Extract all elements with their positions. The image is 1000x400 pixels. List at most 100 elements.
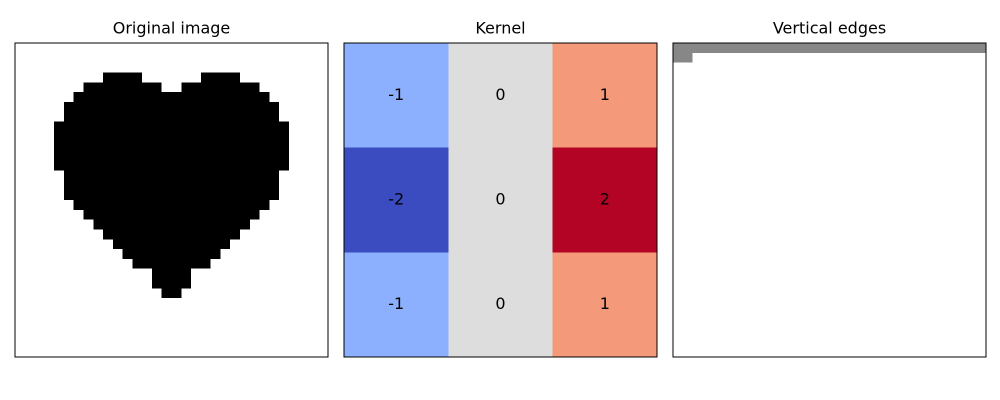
pixel xyxy=(191,229,202,240)
pixel xyxy=(937,92,948,103)
pixel xyxy=(191,150,202,162)
pixel xyxy=(103,141,114,152)
pixel xyxy=(269,160,280,171)
pixel xyxy=(673,209,684,220)
pixel xyxy=(132,219,143,230)
pixel xyxy=(151,72,163,83)
pixel xyxy=(731,327,742,338)
pixel xyxy=(142,258,153,269)
pixel xyxy=(259,200,270,211)
pixel xyxy=(103,317,114,328)
pixel xyxy=(103,72,114,83)
pixel xyxy=(809,52,821,63)
pixel xyxy=(673,219,684,230)
pixel xyxy=(132,278,143,289)
pixel xyxy=(142,268,153,279)
pixel xyxy=(692,200,703,211)
pixel xyxy=(780,268,791,279)
pixel xyxy=(917,101,928,112)
pixel xyxy=(888,52,899,63)
pixel xyxy=(239,170,251,181)
pixel xyxy=(702,43,713,54)
pixel xyxy=(24,347,35,358)
pixel xyxy=(83,111,94,122)
pixel xyxy=(63,131,74,142)
pixel xyxy=(34,62,45,73)
pixel xyxy=(122,229,133,240)
pixel xyxy=(132,72,143,83)
pixel xyxy=(819,219,830,230)
pixel xyxy=(103,219,114,230)
pixel xyxy=(937,288,948,299)
pixel xyxy=(93,180,104,191)
pixel xyxy=(946,268,957,279)
pixel xyxy=(24,62,35,73)
pixel xyxy=(878,307,889,319)
pixel xyxy=(751,268,762,279)
pixel xyxy=(288,200,299,211)
pixel xyxy=(112,337,123,348)
pixel xyxy=(122,121,133,132)
pixel xyxy=(269,62,280,73)
pixel xyxy=(800,160,811,171)
pixel xyxy=(741,229,752,240)
pixel xyxy=(839,239,850,250)
pixel xyxy=(731,190,742,201)
pixel xyxy=(790,347,801,358)
pixel xyxy=(927,111,938,122)
pixel xyxy=(868,170,879,181)
kernel-cell xyxy=(448,147,553,253)
pixel xyxy=(761,72,772,83)
pixel xyxy=(34,337,45,348)
pixel xyxy=(673,327,684,338)
pixel xyxy=(93,150,104,162)
pixel xyxy=(673,131,684,142)
pixel xyxy=(829,327,840,338)
pixel xyxy=(780,278,791,289)
pixel xyxy=(878,150,889,162)
pixel xyxy=(54,337,65,348)
pixel xyxy=(161,170,172,181)
pixel xyxy=(269,52,280,63)
pixel xyxy=(259,337,270,348)
pixel xyxy=(54,347,65,358)
pixel xyxy=(161,288,172,299)
pixel xyxy=(819,43,830,54)
pixel xyxy=(966,180,977,191)
pixel xyxy=(956,307,967,319)
pixel xyxy=(249,317,260,328)
pixel xyxy=(966,219,977,230)
pixel xyxy=(897,317,909,328)
pixel xyxy=(888,170,899,181)
pixel xyxy=(63,82,74,93)
pixel xyxy=(741,190,752,201)
pixel xyxy=(161,278,172,289)
pixel xyxy=(298,121,309,132)
pixel xyxy=(151,180,163,191)
pixel xyxy=(878,337,889,348)
pixel xyxy=(888,180,899,191)
pixel xyxy=(269,229,280,240)
pixel xyxy=(702,347,713,358)
pixel xyxy=(741,209,752,220)
pixel xyxy=(54,180,65,191)
pixel xyxy=(790,249,801,260)
pixel xyxy=(318,121,329,132)
pixel xyxy=(897,347,909,358)
pixel xyxy=(858,150,869,162)
pixel xyxy=(731,239,742,250)
pixel xyxy=(230,239,241,250)
pixel xyxy=(298,288,309,299)
pixel xyxy=(741,101,752,112)
pixel xyxy=(927,307,938,319)
pixel xyxy=(712,190,723,201)
pixel xyxy=(318,141,329,152)
pixel xyxy=(731,298,742,309)
pixel xyxy=(83,160,94,171)
pixel xyxy=(849,278,860,289)
pixel xyxy=(210,288,221,299)
pixel xyxy=(946,180,957,191)
pixel xyxy=(868,150,879,162)
pixel xyxy=(269,278,280,289)
